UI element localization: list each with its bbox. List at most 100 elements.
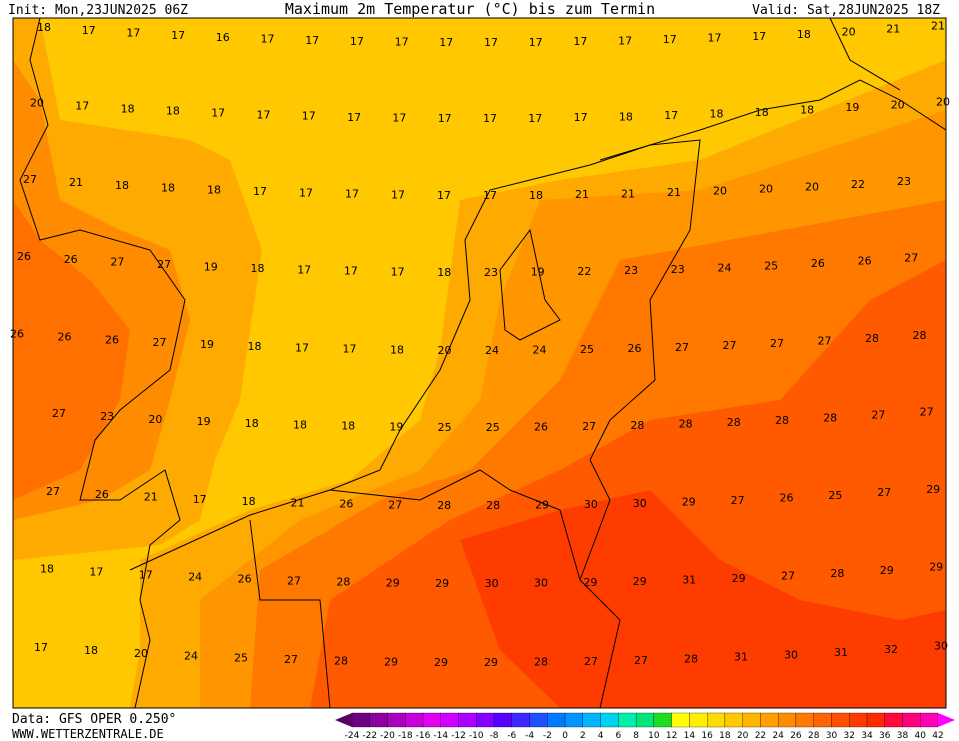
temp-value: 18 (245, 417, 259, 430)
temp-value: 24 (184, 649, 198, 662)
temp-value: 17 (82, 24, 96, 37)
temp-value: 29 (583, 576, 597, 589)
temp-value: 30 (584, 498, 598, 511)
temp-value: 29 (682, 496, 696, 509)
colorbar-label: 38 (897, 731, 909, 741)
temp-value: 23 (671, 263, 685, 276)
temp-zone (460, 490, 946, 708)
temp-value: 17 (257, 108, 271, 121)
temp-value: 18 (207, 183, 221, 196)
colorbar-label: 8 (633, 731, 639, 741)
temp-value: 26 (17, 250, 31, 263)
temp-value: 27 (153, 336, 167, 349)
temp-value: 17 (344, 265, 358, 278)
temp-value: 31 (834, 646, 848, 659)
temp-value: 17 (139, 568, 153, 581)
colorbar-label: -24 (345, 731, 360, 741)
temp-value: 18 (84, 644, 98, 657)
colorbar-label: 14 (684, 731, 696, 741)
temp-value: 26 (238, 573, 252, 586)
temp-value: 26 (10, 327, 24, 340)
temp-value: 19 (845, 101, 859, 114)
colorbar-label: -4 (525, 731, 534, 741)
temp-value: 17 (126, 27, 140, 40)
temp-value: 18 (121, 102, 135, 115)
temp-value: 28 (830, 567, 844, 580)
temp-value: 27 (46, 485, 60, 498)
temp-value: 17 (528, 112, 542, 125)
colorbar-box (902, 712, 921, 728)
temp-value: 28 (336, 576, 350, 589)
colorbar-label: -8 (490, 731, 499, 741)
colorbar-box (387, 712, 406, 728)
temp-value: 19 (197, 415, 211, 428)
temp-value: 26 (628, 342, 642, 355)
colorbar-box (529, 712, 548, 728)
temp-value: 23 (897, 175, 911, 188)
temp-value: 32 (884, 643, 898, 656)
temp-value: 25 (234, 652, 248, 665)
temp-value: 27 (582, 420, 596, 433)
colorbar-label: 24 (772, 731, 784, 741)
colorbar-label: -12 (451, 731, 466, 741)
lake (499, 228, 561, 341)
temp-value: 18 (800, 104, 814, 117)
colorbar-label: 34 (861, 731, 873, 741)
temp-value: 17 (483, 189, 497, 202)
temp-value: 20 (30, 97, 44, 110)
temp-value: 24 (533, 344, 547, 357)
temp-value: 20 (891, 98, 905, 111)
colorbar-label: 12 (666, 731, 677, 741)
colorbar-label: 42 (932, 731, 943, 741)
colorbar-box (458, 712, 477, 728)
temp-value: 17 (439, 36, 453, 49)
colorbar-box (618, 712, 637, 728)
temp-value: 28 (534, 656, 548, 669)
temp-value: 17 (574, 111, 588, 124)
temp-value: 29 (926, 483, 940, 496)
colorbar-box (884, 712, 903, 728)
temp-value: 17 (663, 33, 677, 46)
valid-time: Valid: Sat,28JUN2025 18Z (752, 3, 940, 18)
temp-value: 28 (437, 499, 451, 512)
temp-value: 27 (781, 570, 795, 583)
temp-value: 27 (904, 251, 918, 264)
colorbar-label: 6 (615, 731, 621, 741)
temp-value: 17 (573, 35, 587, 48)
colorbar-arrow (938, 713, 955, 727)
temp-value: 29 (434, 656, 448, 669)
temp-value: 17 (305, 34, 319, 47)
temp-value: 23 (484, 266, 498, 279)
colorbar-label: -14 (433, 731, 448, 741)
colorbar-box (742, 712, 761, 728)
colorbar-box (920, 712, 939, 728)
colorbar-label: -6 (507, 731, 516, 741)
temp-value: 28 (823, 411, 837, 424)
temp-value: 28 (679, 418, 693, 431)
colorbar-arrow (335, 713, 352, 727)
temp-value: 22 (577, 265, 591, 278)
colorbar-label: 32 (843, 731, 854, 741)
colorbar-box (671, 712, 690, 728)
map-frame (12, 17, 947, 709)
temp-value: 25 (764, 259, 778, 272)
temp-value: 21 (621, 187, 635, 200)
temp-value: 18 (40, 562, 54, 575)
temp-value: 21 (144, 491, 158, 504)
temp-value: 31 (682, 574, 696, 587)
colorbar-label: 0 (562, 731, 568, 741)
temp-value: 18 (529, 189, 543, 202)
temp-value: 27 (52, 407, 66, 420)
temp-value: 18 (251, 262, 265, 275)
temp-value: 18 (710, 108, 724, 121)
temp-value: 17 (618, 34, 632, 47)
temp-value: 25 (580, 343, 594, 356)
temp-value: 19 (200, 338, 214, 351)
temp-value: 28 (486, 499, 500, 512)
colorbar-box (778, 712, 797, 728)
colorbar-box (653, 712, 672, 728)
temp-value: 18 (293, 418, 307, 431)
temp-value: 18 (37, 21, 51, 34)
colorbar-box (813, 712, 832, 728)
temp-value: 30 (534, 577, 548, 590)
